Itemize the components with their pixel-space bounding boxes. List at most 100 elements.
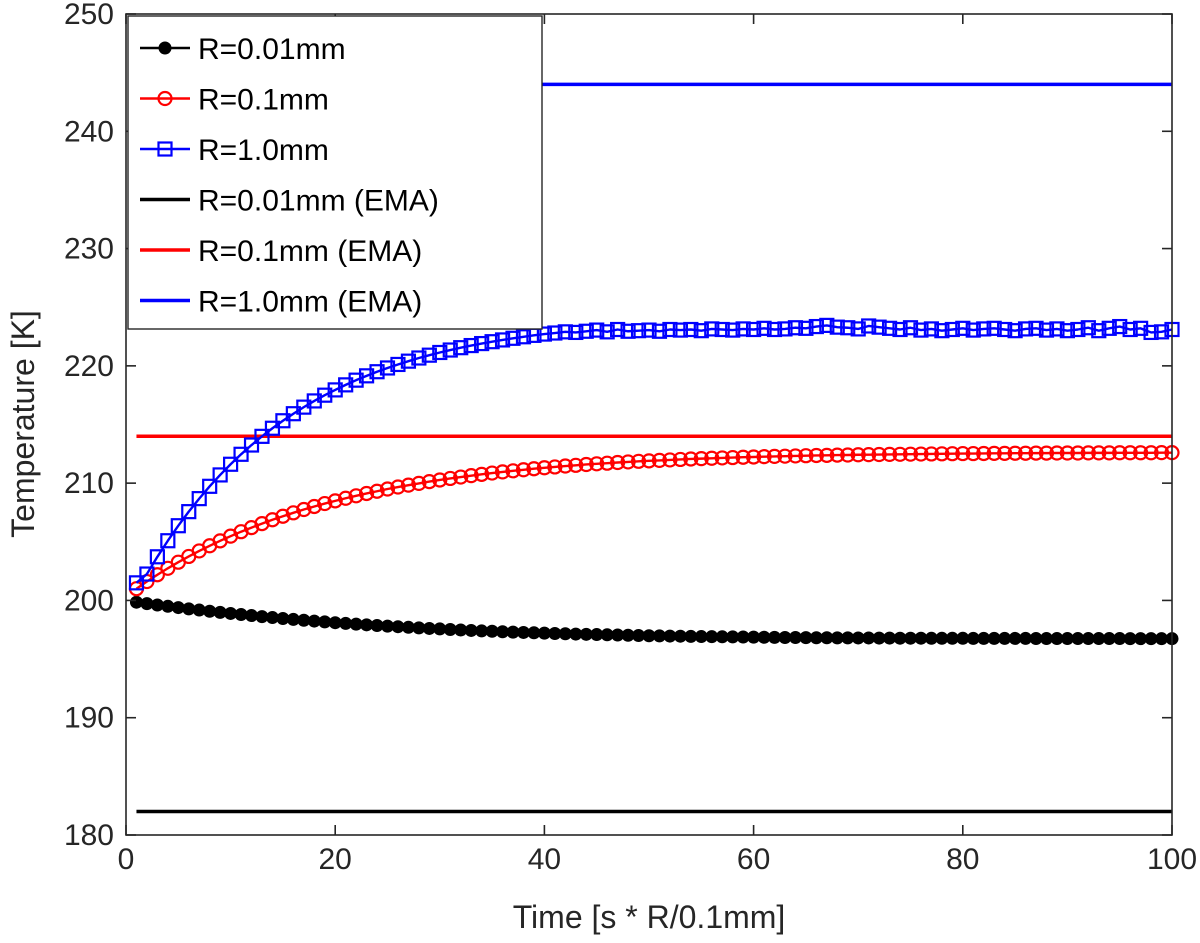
data-point: [1017, 321, 1034, 337]
legend-marker: [158, 41, 172, 55]
y-tick-label: 180: [64, 819, 114, 852]
data-point: [620, 323, 636, 339]
data-point: [400, 353, 417, 369]
data-point: [892, 321, 908, 338]
data-point: [683, 321, 699, 338]
y-tick-label: 190: [64, 702, 114, 735]
data-point: [777, 321, 793, 337]
data-point: [578, 323, 594, 339]
data-point: [390, 479, 406, 495]
data-point: [714, 450, 730, 466]
data-point: [379, 481, 396, 497]
data-point: [181, 504, 197, 520]
series-r-1-0mm: [128, 317, 1180, 591]
data-point: [327, 382, 343, 398]
y-tick-label: 210: [64, 467, 114, 500]
series-r-0-01mm: [129, 595, 1179, 646]
data-point: [610, 321, 626, 338]
data-point: [568, 324, 584, 341]
data-point: [955, 320, 971, 336]
data-point: [369, 364, 385, 380]
data-point: [651, 323, 668, 339]
data-point: [902, 446, 919, 462]
y-axis-title: Temperature [K]: [5, 310, 41, 538]
data-point: [1049, 445, 1065, 461]
data-point: [850, 321, 866, 337]
data-point: [317, 387, 333, 403]
data-point: [766, 448, 783, 465]
data-point: [756, 320, 772, 336]
data-point: [861, 318, 877, 334]
data-point: [871, 446, 887, 463]
data-point: [463, 468, 479, 484]
data-point: [683, 451, 699, 467]
data-point: [1007, 323, 1023, 339]
data-point: [1091, 445, 1107, 461]
data-point: [275, 508, 291, 524]
axes-layer: 0 20 40 60 80 100 180 190 200 210 220 230 240 250: [64, 0, 1197, 876]
data-point: [369, 483, 385, 499]
data-point: [547, 325, 563, 341]
data-point: [745, 321, 762, 338]
data-point: [264, 512, 281, 528]
data-point: [494, 464, 511, 480]
data-point: [829, 319, 845, 335]
y-tick-label: 250: [64, 0, 114, 31]
series-r-0-1mm: [128, 445, 1180, 597]
data-point: [997, 321, 1013, 338]
data-point: [484, 465, 500, 481]
y-tick-label: 220: [64, 350, 114, 383]
data-point: [1153, 445, 1170, 461]
data-point: [494, 332, 511, 348]
data-point: [798, 448, 814, 464]
legend-marker: [157, 141, 173, 157]
data-point: [672, 451, 688, 468]
data-point: [1122, 321, 1138, 338]
data-point: [923, 321, 940, 337]
legend-label: R=0.01mm: [198, 33, 346, 66]
legend-label: R=0.1mm: [198, 84, 329, 117]
legend-item: R=0.01mm (EMA): [140, 185, 439, 218]
data-point: [1143, 445, 1159, 461]
x-tick-label: 0: [118, 843, 135, 876]
data-point: [986, 320, 1002, 336]
data-point: [589, 456, 605, 472]
data-point: [317, 495, 333, 512]
data-point: [484, 334, 500, 350]
y-tick-label: 200: [64, 584, 114, 617]
data-point: [128, 575, 145, 591]
data-point: [662, 452, 678, 468]
data-point: [411, 350, 427, 366]
data-point: [463, 337, 479, 354]
data-point: [735, 321, 751, 337]
data-point: [348, 372, 364, 388]
y-tick-label: 230: [64, 233, 114, 266]
legend-item: R=1.0mm: [140, 134, 329, 167]
data-point: [714, 321, 730, 338]
data-point: [432, 344, 448, 361]
data-point: [1028, 320, 1044, 336]
y-tick-label: 240: [64, 115, 114, 148]
data-point: [902, 320, 919, 336]
data-point: [474, 466, 490, 482]
legend-item: R=0.1mm (EMA): [140, 235, 422, 268]
data-point: [881, 320, 898, 336]
data-point: [358, 368, 375, 384]
data-point: [568, 457, 584, 473]
data-point: [620, 454, 636, 470]
data-point: [944, 446, 960, 462]
data-point: [1059, 445, 1076, 461]
data-point: [421, 347, 437, 363]
data-point: [557, 458, 573, 474]
data-point: [453, 469, 469, 485]
data-point: [819, 447, 835, 463]
x-tick-label: 60: [737, 843, 770, 876]
data-point: [160, 533, 176, 549]
data-point: [149, 549, 165, 565]
data-point: [243, 437, 260, 453]
legend-label: R=1.0mm: [198, 134, 329, 167]
data-point: [202, 478, 218, 494]
data-point: [955, 445, 971, 462]
data-point: [1153, 324, 1170, 340]
